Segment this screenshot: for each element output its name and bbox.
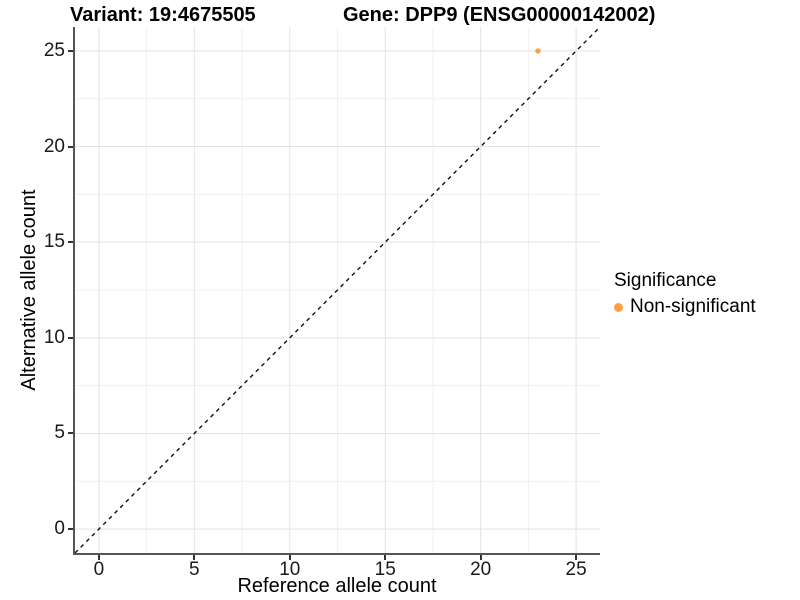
y-tick-label: 20 [43, 135, 65, 157]
legend-items: Non-significant [614, 295, 756, 319]
y-tick-label: 25 [43, 39, 65, 61]
y-tick-label: 5 [54, 422, 65, 444]
legend-item: Non-significant [614, 295, 756, 319]
x-tick-label: 0 [93, 559, 105, 580]
y-axis-title: Alternative allele count [18, 189, 40, 391]
plot-title-variant: Variant: 19:4675505 [70, 4, 256, 26]
plot-canvas [75, 27, 600, 553]
plot-panel [73, 27, 600, 555]
x-tick-mark [97, 555, 100, 560]
y-tick-mark [68, 336, 73, 339]
legend-label: Non-significant [630, 296, 756, 317]
data-point [535, 48, 541, 54]
x-tick-label: 15 [374, 559, 396, 580]
x-tick-mark [575, 555, 578, 560]
x-tick-label: 5 [189, 559, 200, 580]
legend: Significance Non-significant [614, 270, 756, 319]
y-tick-mark [68, 241, 73, 244]
identity-dashed-line [75, 27, 600, 553]
x-tick-mark [193, 555, 196, 560]
y-tick-label: 10 [43, 326, 65, 348]
y-tick-mark [68, 145, 73, 148]
legend-title: Significance [614, 270, 717, 291]
x-tick-label: 25 [565, 559, 587, 580]
legend-key-dot-icon [614, 302, 623, 312]
y-tick-mark [68, 528, 73, 531]
x-axis-title: Reference allele count [237, 575, 437, 597]
x-tick-mark [288, 555, 291, 560]
y-tick-mark [68, 432, 73, 435]
plot-title-gene: Gene: DPP9 (ENSG00000142002) [343, 4, 656, 26]
x-tick-label: 10 [279, 559, 301, 580]
x-tick-label: 20 [470, 559, 492, 580]
x-tick-mark [479, 555, 482, 560]
x-tick-mark [384, 555, 387, 560]
y-tick-label: 0 [54, 518, 65, 540]
y-tick-mark [68, 49, 73, 52]
y-tick-label: 15 [43, 231, 65, 253]
